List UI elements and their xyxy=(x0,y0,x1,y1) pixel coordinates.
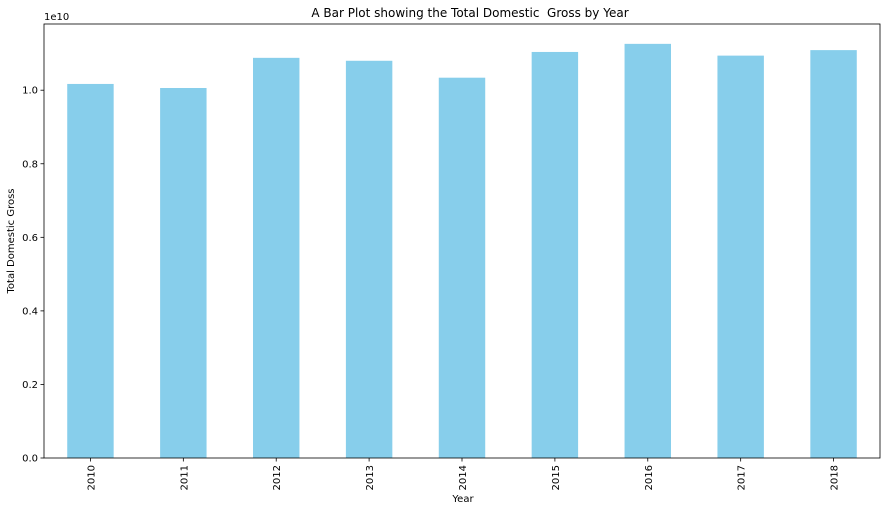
x-tick-label-2014: 2014 xyxy=(458,465,469,490)
bar-2013 xyxy=(345,60,393,458)
y-axis-offset-label: 1e10 xyxy=(44,12,69,23)
y-tick-label: 0.2 xyxy=(22,380,38,391)
y-tick-label: 1.0 xyxy=(22,86,38,97)
x-tick-label-2011: 2011 xyxy=(179,465,190,490)
bar-2011 xyxy=(160,87,207,458)
x-tick-label-2018: 2018 xyxy=(830,465,841,490)
plot-frame xyxy=(43,23,881,459)
bar-2016 xyxy=(624,43,671,458)
x-tick-label-2013: 2013 xyxy=(365,465,376,490)
bars-group xyxy=(67,43,857,459)
x-tick-label-2010: 2010 xyxy=(86,465,97,490)
x-axis-label: Year xyxy=(451,494,474,505)
y-tick-label: 0.0 xyxy=(22,454,38,465)
bar-2014 xyxy=(438,77,486,458)
bar-2010 xyxy=(67,83,114,459)
bar-2018 xyxy=(810,50,857,459)
chart-title: A Bar Plot showing the Total Domestic Gr… xyxy=(311,6,628,20)
x-axis: 2010 2011 2012 2013 2014 2015 2016 2017 2018 xyxy=(86,458,841,490)
x-tick-label-2015: 2015 xyxy=(551,465,562,490)
bar-2015 xyxy=(531,51,579,458)
y-axis-label: Total Domestic Gross xyxy=(6,188,17,294)
x-tick-label-2012: 2012 xyxy=(272,465,283,490)
bar-2017 xyxy=(717,55,764,459)
x-tick-label-2016: 2016 xyxy=(644,465,655,490)
bar-2012 xyxy=(253,57,300,459)
y-tick-label: 0.6 xyxy=(22,233,38,244)
y-tick-label: 0.8 xyxy=(22,159,38,170)
x-tick-label-2017: 2017 xyxy=(737,465,748,490)
y-tick-label: 0.4 xyxy=(22,306,38,317)
axes-border xyxy=(43,23,881,459)
y-axis: 0.0 0.2 0.4 0.6 0.8 1.0 xyxy=(22,86,44,465)
